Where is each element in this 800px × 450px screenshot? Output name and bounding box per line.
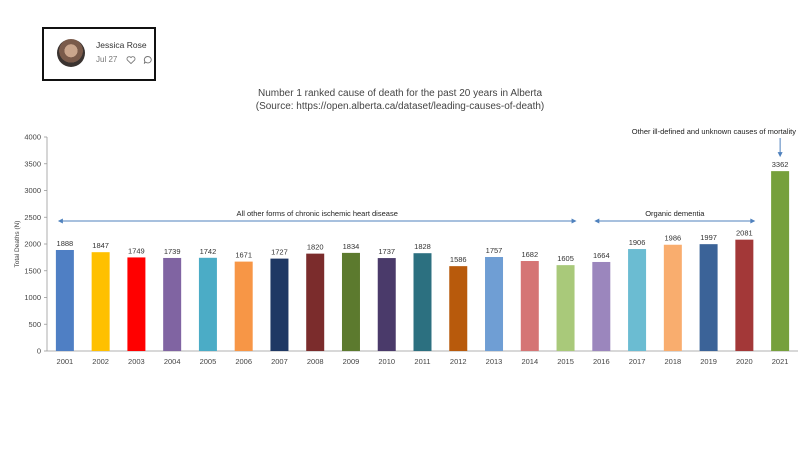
bar [449, 266, 468, 351]
x-tick-label: 2001 [57, 357, 74, 366]
data-label: 1847 [92, 241, 109, 250]
bar [485, 257, 504, 351]
y-tick-label: 0 [37, 347, 41, 356]
y-tick-label: 3000 [24, 186, 41, 195]
author-name[interactable]: Jessica Rose [96, 40, 147, 50]
annotation-arrowhead [571, 218, 577, 224]
bar [306, 253, 325, 351]
x-tick-label: 2005 [200, 357, 217, 366]
x-tick-label: 2017 [629, 357, 646, 366]
comment-icon[interactable] [143, 55, 153, 65]
author-card: Jessica Rose Jul 27 [42, 27, 156, 81]
data-label: 1605 [557, 254, 574, 263]
bar [592, 261, 611, 351]
bar [91, 252, 110, 351]
annotation-label: Other ill-defined and unknown causes of … [632, 127, 797, 136]
data-label: 1986 [664, 234, 681, 243]
data-label: 1739 [164, 247, 181, 256]
bar [520, 261, 539, 351]
annotation-label: Organic dementia [645, 209, 705, 218]
bar [341, 252, 360, 351]
bar [663, 244, 682, 351]
y-tick-label: 4000 [24, 133, 41, 142]
bar [234, 261, 253, 351]
x-tick-label: 2008 [307, 357, 324, 366]
x-tick-label: 2018 [664, 357, 681, 366]
data-label: 1828 [414, 242, 431, 251]
bar [377, 258, 396, 351]
data-label: 1820 [307, 243, 324, 252]
bar [699, 244, 718, 351]
bar [628, 249, 647, 351]
bar [735, 239, 754, 351]
data-label: 1749 [128, 246, 145, 255]
data-label: 1834 [343, 242, 360, 251]
chart-source: (Source: https://open.alberta.ca/dataset… [255, 101, 545, 112]
data-label: 2081 [736, 229, 753, 238]
data-label: 1664 [593, 251, 610, 260]
avatar[interactable] [57, 39, 85, 67]
data-label: 1888 [57, 239, 74, 248]
data-label: 3362 [772, 160, 789, 169]
data-label: 1757 [486, 246, 503, 255]
data-label: 1671 [235, 251, 252, 260]
x-tick-label: 2013 [486, 357, 503, 366]
x-tick-label: 2009 [343, 357, 360, 366]
bar [270, 258, 289, 351]
data-label: 1997 [700, 233, 717, 242]
annotation-arrowhead [57, 218, 63, 224]
data-label: 1906 [629, 238, 646, 247]
x-tick-label: 2020 [736, 357, 753, 366]
y-tick-label: 1000 [24, 293, 41, 302]
data-label: 1737 [378, 247, 395, 256]
annotation-arrowhead [777, 152, 783, 158]
heart-icon[interactable] [126, 55, 136, 65]
bar [127, 257, 146, 351]
data-label: 1742 [200, 247, 217, 256]
x-tick-label: 2004 [164, 357, 181, 366]
x-tick-label: 2003 [128, 357, 145, 366]
x-tick-label: 2019 [700, 357, 717, 366]
x-tick-label: 2011 [414, 357, 430, 366]
x-tick-label: 2016 [593, 357, 610, 366]
data-label: 1727 [271, 248, 288, 257]
bar [198, 257, 217, 351]
x-tick-label: 2015 [557, 357, 574, 366]
x-tick-label: 2010 [378, 357, 395, 366]
x-tick-label: 2006 [235, 357, 252, 366]
bar [55, 249, 74, 351]
bar [771, 171, 790, 351]
bar [163, 257, 182, 351]
data-label: 1682 [521, 250, 538, 259]
x-tick-label: 2012 [450, 357, 467, 366]
annotation-label: All other forms of chronic ischemic hear… [237, 209, 398, 218]
y-tick-label: 1500 [24, 266, 41, 275]
x-tick-label: 2007 [271, 357, 288, 366]
annotation-arrowhead [750, 218, 756, 224]
chart-title: Number 1 ranked cause of death for the p… [257, 88, 543, 99]
y-tick-label: 500 [28, 320, 41, 329]
x-tick-label: 2021 [772, 357, 789, 366]
bar [556, 265, 575, 351]
annotation-arrowhead [594, 218, 600, 224]
y-axis-title: Total Deaths (N) [14, 221, 21, 268]
y-tick-label: 2500 [24, 213, 41, 222]
y-tick-label: 2000 [24, 240, 41, 249]
data-label: 1586 [450, 255, 467, 264]
bar [413, 253, 432, 351]
post-date: Jul 27 [96, 55, 118, 64]
x-tick-label: 2014 [521, 357, 538, 366]
y-tick-label: 3500 [24, 159, 41, 168]
x-tick-label: 2002 [92, 357, 109, 366]
